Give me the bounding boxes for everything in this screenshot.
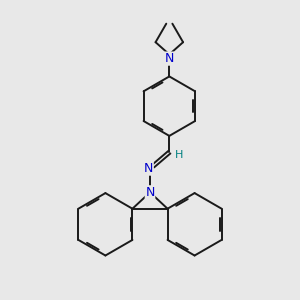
Text: N: N xyxy=(145,186,155,199)
Text: N: N xyxy=(165,52,174,65)
Text: N: N xyxy=(144,162,153,175)
Text: H: H xyxy=(175,150,183,160)
